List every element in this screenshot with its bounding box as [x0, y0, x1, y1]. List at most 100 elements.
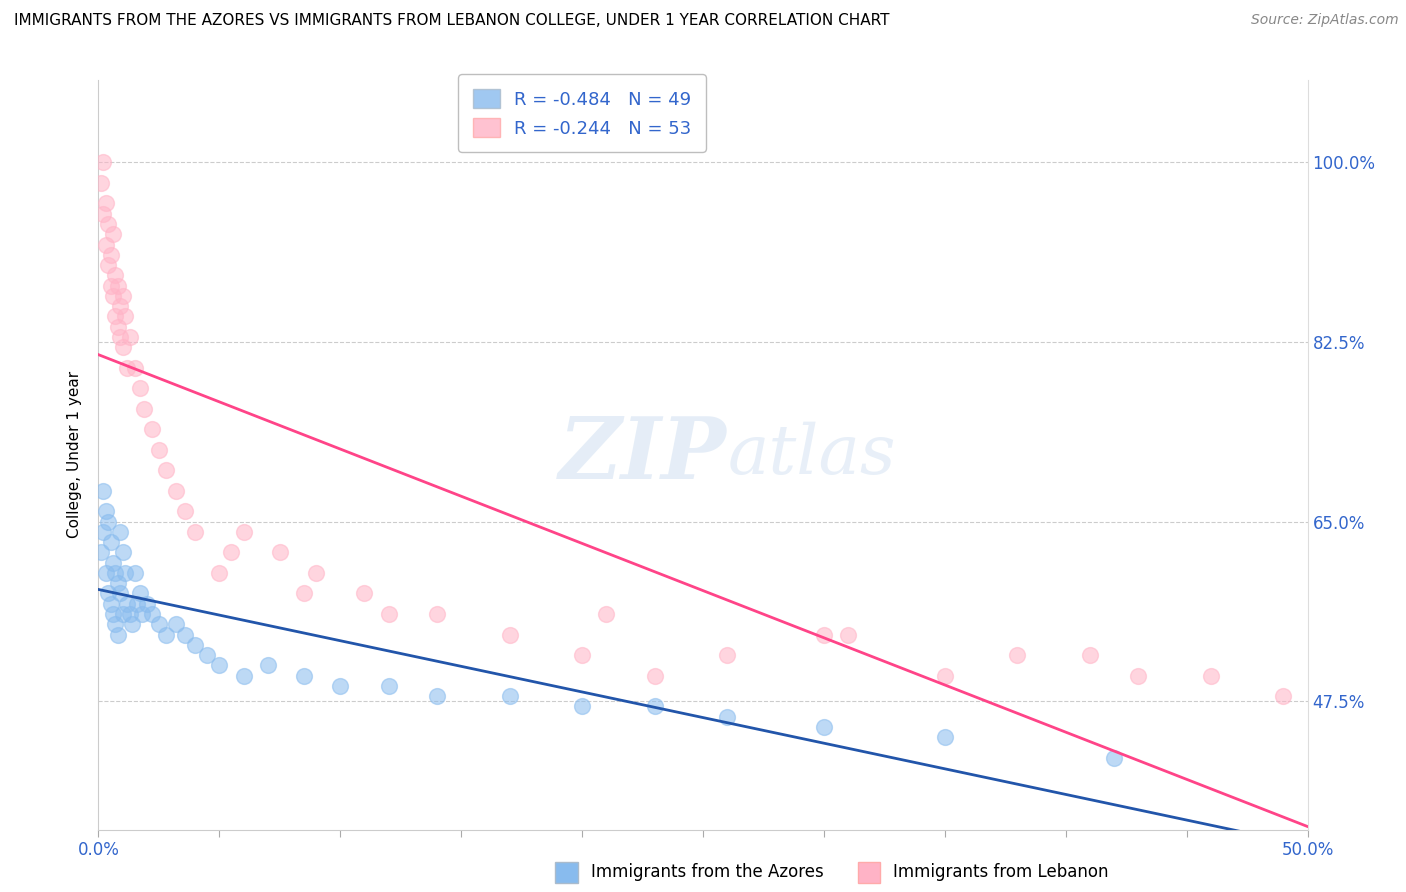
Point [117, 360, 139, 375]
Point [155, 463, 177, 477]
Point [498, 627, 520, 641]
Point [124, 566, 146, 580]
Point [165, 617, 187, 632]
Point [256, 658, 278, 673]
Point [1078, 648, 1101, 662]
Point [305, 566, 328, 580]
Point [208, 566, 231, 580]
Point [174, 504, 197, 518]
Point [101, 607, 124, 621]
Point [108, 330, 131, 344]
Point [108, 299, 131, 313]
Point [716, 709, 738, 723]
Point [837, 627, 859, 641]
Point [101, 556, 124, 570]
Point [571, 699, 593, 714]
Point [232, 524, 254, 539]
Text: Immigrants from the Azores: Immigrants from the Azores [591, 863, 824, 881]
Point [141, 422, 163, 436]
Point [184, 524, 207, 539]
Point [121, 617, 143, 632]
Text: IMMIGRANTS FROM THE AZORES VS IMMIGRANTS FROM LEBANON COLLEGE, UNDER 1 YEAR CORR: IMMIGRANTS FROM THE AZORES VS IMMIGRANTS… [14, 13, 890, 29]
Point [292, 586, 315, 600]
Point [934, 668, 956, 682]
Point [114, 566, 136, 580]
Point [716, 648, 738, 662]
Point [90, 176, 112, 190]
Point [127, 597, 149, 611]
Point [97, 258, 120, 272]
Point [94, 504, 117, 518]
Point [571, 648, 593, 662]
Legend: R = -0.484   N = 49, R = -0.244   N = 53: R = -0.484 N = 49, R = -0.244 N = 53 [458, 74, 706, 152]
Point [100, 278, 122, 293]
Point [1007, 648, 1029, 662]
Text: Immigrants from Lebanon: Immigrants from Lebanon [893, 863, 1108, 881]
Point [232, 668, 254, 682]
Point [118, 607, 141, 621]
Point [292, 668, 315, 682]
Point [174, 627, 197, 641]
Point [644, 668, 666, 682]
Point [165, 483, 187, 498]
Point [813, 627, 835, 641]
Point [118, 330, 141, 344]
Point [155, 627, 177, 641]
Point [97, 217, 120, 231]
Point [141, 607, 163, 621]
Point [91, 483, 114, 498]
Point [426, 689, 449, 703]
Point [104, 617, 127, 632]
Point [111, 545, 134, 559]
Point [94, 196, 117, 211]
Point [104, 566, 127, 580]
Point [377, 679, 399, 693]
Point [108, 586, 131, 600]
Point [269, 545, 291, 559]
Point [111, 607, 134, 621]
Point [135, 597, 157, 611]
Point [1272, 689, 1295, 703]
Point [1199, 668, 1222, 682]
Point [184, 638, 207, 652]
Point [90, 545, 112, 559]
Point [107, 576, 129, 591]
Point [111, 340, 134, 354]
Point [148, 442, 170, 457]
Point [91, 524, 114, 539]
Point [131, 607, 153, 621]
Text: atlas: atlas [727, 422, 896, 488]
Point [426, 607, 449, 621]
Point [97, 586, 120, 600]
Point [1128, 668, 1150, 682]
Point [148, 617, 170, 632]
Point [94, 566, 117, 580]
Point [208, 658, 231, 673]
Point [104, 310, 127, 324]
Point [195, 648, 218, 662]
Point [97, 515, 120, 529]
Point [91, 155, 114, 169]
Y-axis label: College, Under 1 year: College, Under 1 year [67, 371, 83, 539]
Point [644, 699, 666, 714]
Point [101, 289, 124, 303]
Point [91, 207, 114, 221]
Point [128, 586, 150, 600]
Point [108, 524, 131, 539]
Point [595, 607, 617, 621]
Point [221, 545, 243, 559]
Point [813, 720, 835, 734]
Point [377, 607, 399, 621]
Point [114, 310, 136, 324]
Point [1102, 750, 1125, 764]
Text: Source: ZipAtlas.com: Source: ZipAtlas.com [1251, 13, 1399, 28]
Point [100, 248, 122, 262]
Point [107, 319, 129, 334]
Point [107, 627, 129, 641]
Point [107, 278, 129, 293]
Point [104, 268, 127, 283]
Point [128, 381, 150, 395]
Point [111, 289, 134, 303]
Point [498, 689, 520, 703]
Point [329, 679, 352, 693]
